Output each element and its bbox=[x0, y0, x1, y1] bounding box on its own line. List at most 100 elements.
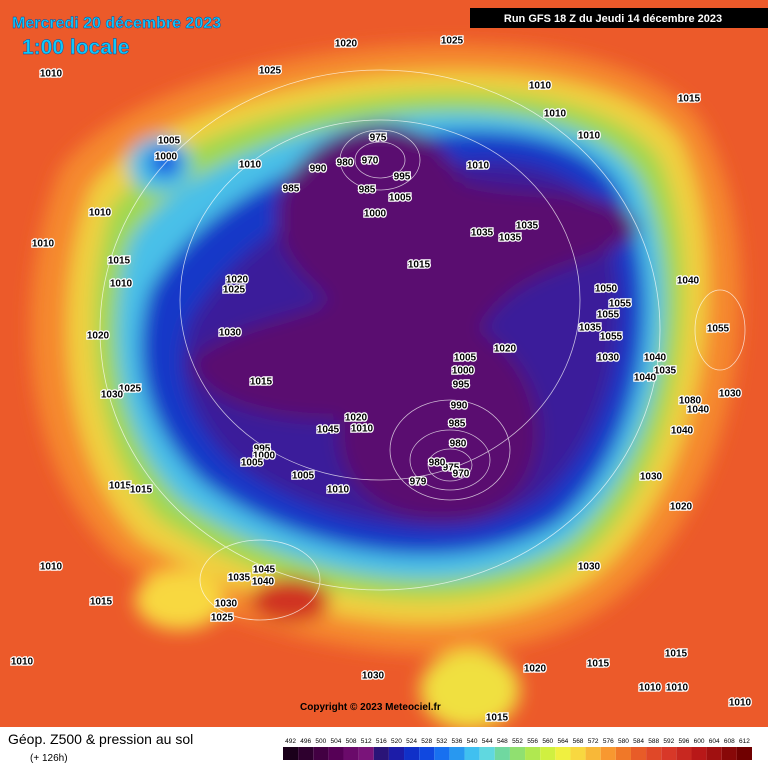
isobar-label: 1030 bbox=[362, 671, 385, 682]
isobar-label: 1030 bbox=[101, 390, 124, 401]
isobar-label: 1010 bbox=[467, 161, 490, 172]
color-scale-label: 544 bbox=[482, 738, 493, 745]
isobar-label: 1010 bbox=[639, 683, 662, 694]
color-scale-label: 612 bbox=[739, 738, 750, 745]
color-scale-label: 524 bbox=[406, 738, 417, 745]
color-scale-cell bbox=[404, 747, 420, 760]
color-scale-cell bbox=[373, 747, 389, 760]
isobar-label: 1020 bbox=[335, 39, 358, 50]
isobar-label: 1010 bbox=[40, 69, 63, 80]
isobar-label: 1035 bbox=[228, 573, 251, 584]
color-scale-label: 536 bbox=[452, 738, 463, 745]
color-scale-cell bbox=[434, 747, 450, 760]
isobar-label: 1055 bbox=[600, 332, 623, 343]
isobar-label: 980 bbox=[429, 458, 446, 469]
isobar-label: 985 bbox=[359, 185, 376, 196]
color-scale-cell bbox=[298, 747, 314, 760]
isobar-label: 1040 bbox=[671, 426, 694, 437]
isobar-label: 990 bbox=[310, 164, 327, 175]
color-scale-label: 500 bbox=[315, 738, 326, 745]
isobar-label: 1030 bbox=[219, 328, 242, 339]
isobar-label: 1035 bbox=[654, 366, 677, 377]
color-scale-label: 588 bbox=[648, 738, 659, 745]
isobar-label: 1015 bbox=[665, 649, 688, 660]
isobar-label: 1000 bbox=[452, 366, 475, 377]
color-scale-cell bbox=[283, 747, 299, 760]
isobar-label: 995 bbox=[453, 380, 470, 391]
color-scale-label: 496 bbox=[300, 738, 311, 745]
isobar-label: 1030 bbox=[597, 353, 620, 364]
isobar-label: 1045 bbox=[253, 565, 276, 576]
run-info: Run GFS 18 Z du Jeudi 14 décembre 2023 bbox=[504, 13, 722, 25]
isobar-label: 1045 bbox=[317, 425, 340, 436]
color-scale-label: 552 bbox=[512, 738, 523, 745]
isobar-label: 1025 bbox=[119, 384, 142, 395]
color-scale-cell bbox=[479, 747, 495, 760]
color-scale-cell bbox=[525, 747, 541, 760]
color-scale-label: 532 bbox=[436, 738, 447, 745]
isobar-label: 1010 bbox=[729, 698, 752, 709]
isobar-label: 1020 bbox=[524, 664, 547, 675]
color-scale-cell bbox=[736, 747, 752, 760]
isobar-label: 990 bbox=[451, 401, 468, 412]
isobar-label: 1025 bbox=[259, 66, 282, 77]
color-scale-label: 608 bbox=[724, 738, 735, 745]
forecast-time: 1:00 locale bbox=[22, 36, 129, 59]
isobar-label: 1040 bbox=[644, 353, 667, 364]
color-scale-cell bbox=[540, 747, 556, 760]
isobar-label: 980 bbox=[450, 439, 467, 450]
color-scale-cell bbox=[585, 747, 601, 760]
color-scale-label: 600 bbox=[694, 738, 705, 745]
isobar-label: 970 bbox=[453, 469, 470, 480]
isobar-label: 1040 bbox=[687, 405, 710, 416]
isobar-label: 1030 bbox=[215, 599, 238, 610]
isobar-label: 1015 bbox=[250, 377, 273, 388]
isobar-label: 1020 bbox=[494, 344, 517, 355]
isobar-label: 1035 bbox=[499, 233, 522, 244]
isobar-label: 1005 bbox=[454, 353, 477, 364]
isobar-label: 1025 bbox=[441, 36, 464, 47]
isobar-label: 1035 bbox=[471, 228, 494, 239]
isobar-label: 1020 bbox=[87, 331, 110, 342]
color-scale-label: 528 bbox=[421, 738, 432, 745]
legend-title: Géop. Z500 & pression au sol bbox=[8, 731, 193, 747]
isobar-label: 1035 bbox=[516, 221, 539, 232]
isobar-label: 1030 bbox=[719, 389, 742, 400]
color-scale-label: 516 bbox=[376, 738, 387, 745]
color-scale-cell bbox=[313, 747, 329, 760]
color-scale-cell bbox=[388, 747, 405, 760]
isobar-label: 995 bbox=[254, 444, 271, 455]
color-scale-label: 584 bbox=[633, 738, 644, 745]
lead-time: (+ 126h) bbox=[30, 753, 68, 764]
color-scale-label: 512 bbox=[361, 738, 372, 745]
isobar-label: 1015 bbox=[109, 481, 132, 492]
color-scale-label: 596 bbox=[678, 738, 689, 745]
color-scale-label: 508 bbox=[346, 738, 357, 745]
isobar-label: 1010 bbox=[544, 109, 567, 120]
isobar-label: 1010 bbox=[666, 683, 689, 694]
forecast-date: Mercredi 20 décembre 2023 bbox=[12, 15, 221, 32]
isobar-label: 1005 bbox=[158, 136, 181, 147]
isobar-label: 1040 bbox=[252, 577, 275, 588]
color-scale-cell bbox=[343, 747, 359, 760]
isobar-label: 1030 bbox=[578, 562, 601, 573]
color-scale-cell bbox=[721, 747, 737, 760]
isobar-label: 1010 bbox=[351, 424, 374, 435]
isobar-label: 1000 bbox=[155, 152, 178, 163]
isobar-label: 1010 bbox=[32, 239, 55, 250]
isobar-label: 1005 bbox=[389, 193, 412, 204]
isobar-label: 1015 bbox=[130, 485, 153, 496]
isobar-label: 1000 bbox=[253, 451, 276, 462]
isobar-label: 1010 bbox=[529, 81, 552, 92]
color-scale-cell bbox=[706, 747, 722, 760]
isobar-label: 1015 bbox=[90, 597, 113, 608]
isobar-label: 1050 bbox=[595, 284, 618, 295]
isobar-label: 1055 bbox=[597, 310, 620, 321]
isobar-label: 1010 bbox=[89, 208, 112, 219]
color-scale-label: 576 bbox=[603, 738, 614, 745]
isobar-label: 995 bbox=[394, 172, 411, 183]
color-scale-label: 568 bbox=[573, 738, 584, 745]
isobar-label: 975 bbox=[370, 133, 387, 144]
color-scale-label: 604 bbox=[709, 738, 720, 745]
